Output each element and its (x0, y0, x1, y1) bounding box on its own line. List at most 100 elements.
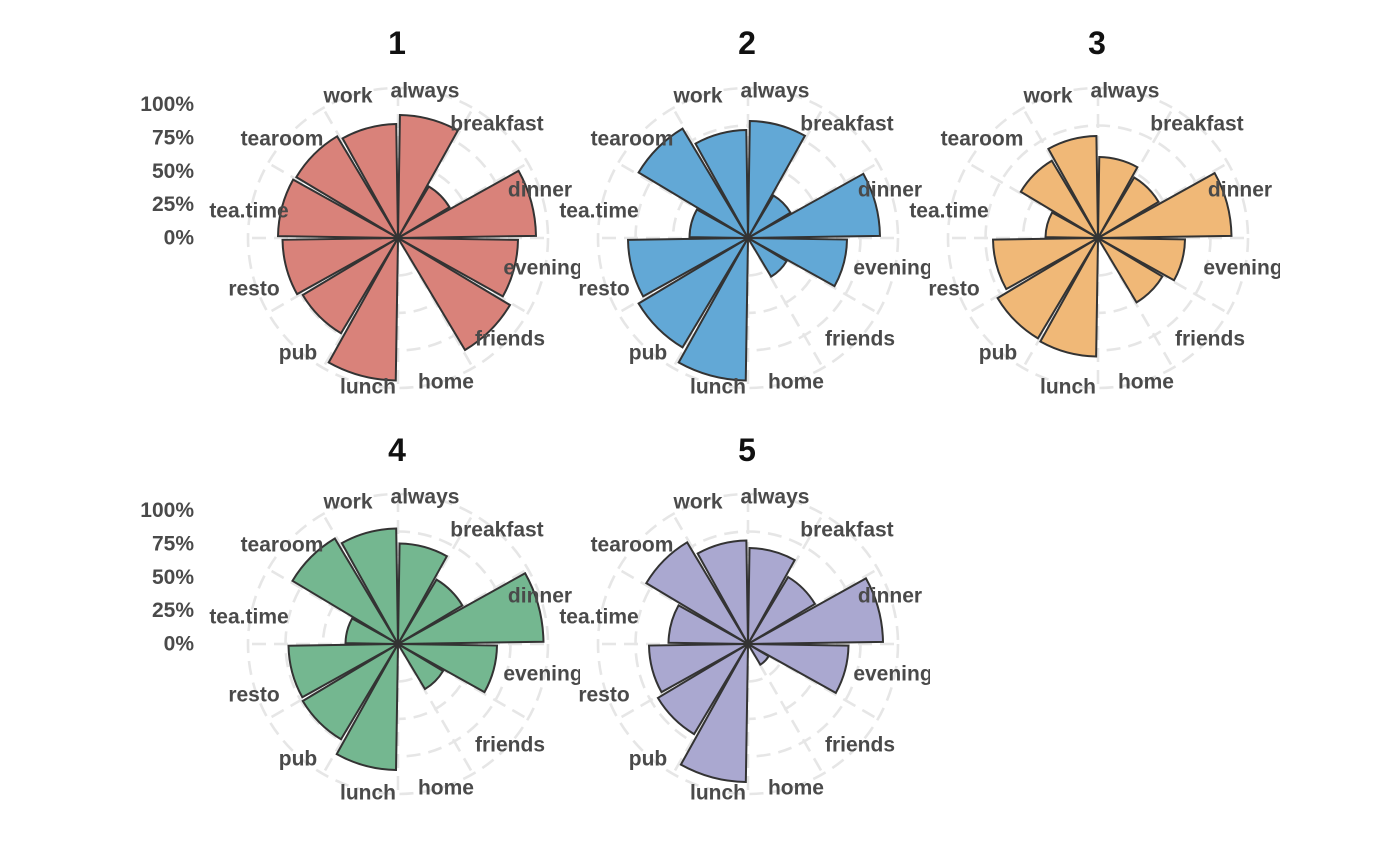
category-label-breakfast: breakfast (800, 113, 893, 136)
bar-tea-time (667, 603, 749, 645)
bar-work (694, 128, 749, 239)
bar-dinner (397, 169, 537, 239)
bar-friends (747, 643, 770, 666)
panel-title: 2 (738, 25, 756, 61)
category-label-home: home (1118, 371, 1174, 394)
bar-always (397, 542, 449, 645)
bar-resto (281, 237, 399, 296)
bar-pub (301, 237, 399, 335)
category-label-pub: pub (279, 342, 317, 365)
category-label-tea-time: tea.time (559, 200, 638, 223)
panel-1: 1 always breakfast dinner evening friendshome… (140, 25, 582, 399)
category-label-resto: resto (928, 278, 979, 301)
bar-friends (397, 237, 512, 352)
bar-lunch (677, 237, 749, 382)
category-label-always: always (391, 486, 460, 509)
category-label-breakfast: breakfast (1150, 113, 1243, 136)
radial-tick-label: 25% (152, 193, 194, 216)
panel-5: 5 always breakfast dinner evening friendshome… (559, 432, 930, 805)
bar-evening (397, 237, 520, 298)
bar-breakfast (747, 575, 817, 645)
bar-work (696, 539, 749, 645)
bar-work (341, 122, 399, 239)
category-label-work: work (322, 491, 372, 514)
category-label-home: home (768, 777, 824, 800)
category-label-lunch: lunch (340, 782, 396, 805)
grid-spoke (746, 643, 825, 775)
bar-always (397, 114, 460, 239)
bar-dinner (1097, 171, 1233, 239)
category-label-pub: pub (279, 748, 317, 771)
category-label-dinner: dinner (858, 585, 922, 608)
category-label-friends: friends (475, 734, 545, 757)
category-label-resto: resto (228, 684, 279, 707)
bar-tearoom (644, 540, 749, 645)
category-label-tearoom: tearoom (241, 128, 324, 151)
bar-lunch (679, 643, 749, 783)
category-label-always: always (741, 80, 810, 103)
category-label-tea-time: tea.time (209, 200, 288, 223)
bar-resto (991, 237, 1099, 291)
radial-tick-label: 75% (152, 126, 194, 149)
panel-title: 5 (738, 432, 756, 468)
panel-3: 3 always breakfast dinner evening friendshome… (909, 25, 1280, 399)
bar-lunch (335, 643, 399, 771)
radial-tick-label: 50% (152, 566, 194, 589)
polar-plot: always breakfast dinner evening friendshomel… (559, 80, 932, 399)
panel-2: 2 always breakfast dinner evening friendshome… (559, 25, 932, 399)
polar-plot: always breakfast dinner evening friendshomel… (559, 486, 930, 805)
category-label-resto: resto (228, 278, 279, 301)
category-label-home: home (418, 777, 474, 800)
bar-pub (656, 643, 749, 736)
bar-friends (1097, 237, 1164, 304)
bar-tea-time (344, 617, 399, 645)
category-label-dinner: dinner (508, 179, 572, 202)
bar-always (1097, 155, 1139, 239)
category-label-resto: resto (578, 684, 629, 707)
bar-tea-time (1044, 211, 1099, 239)
category-label-friends: friends (825, 734, 895, 757)
bar-work (1047, 134, 1099, 239)
category-label-dinner: dinner (508, 585, 572, 608)
bar-resto (647, 643, 749, 694)
category-label-work: work (322, 85, 372, 108)
panel-title: 3 (1088, 25, 1106, 61)
category-label-evening: evening (503, 257, 582, 280)
radial-tick-label: 0% (164, 227, 195, 250)
bar-dinner (747, 576, 884, 645)
polar-plot: always breakfast dinner evening friendshomel… (209, 486, 580, 805)
bar-pub (301, 643, 399, 741)
category-label-tearoom: tearoom (241, 534, 324, 557)
bar-tea-time (688, 208, 749, 239)
radial-tick-label: 25% (152, 599, 194, 622)
category-label-lunch: lunch (690, 376, 746, 399)
category-label-home: home (418, 371, 474, 394)
panel-title: 4 (388, 432, 406, 468)
bar-breakfast (747, 194, 792, 239)
polar-plot: always breakfast dinner evening friendshomel… (909, 80, 1280, 399)
category-label-lunch: lunch (690, 782, 746, 805)
bar-lunch (327, 237, 399, 382)
radial-tick-label: 75% (152, 532, 194, 555)
category-label-breakfast: breakfast (800, 519, 893, 542)
bar-always (747, 546, 797, 645)
category-label-breakfast: breakfast (450, 113, 543, 136)
category-label-evening: evening (853, 257, 932, 280)
category-label-dinner: dinner (1208, 179, 1272, 202)
bar-pub (996, 237, 1099, 340)
bar-breakfast (397, 578, 464, 645)
radial-tick-label: 100% (140, 93, 194, 116)
bar-breakfast (1097, 176, 1160, 239)
grid-circle (596, 492, 900, 796)
bar-tearoom (1019, 159, 1099, 239)
category-label-tea-time: tea.time (209, 606, 288, 629)
bar-work (340, 527, 399, 645)
bar-dinner (747, 172, 881, 239)
bar-evening (397, 643, 499, 694)
category-label-tea-time: tea.time (559, 606, 638, 629)
polar-plot: always breakfast dinner evening friendshomel… (209, 80, 582, 399)
category-label-friends: friends (825, 328, 895, 351)
category-label-always: always (1091, 80, 1160, 103)
category-label-pub: pub (629, 748, 667, 771)
radial-tick-label: 50% (152, 160, 194, 183)
